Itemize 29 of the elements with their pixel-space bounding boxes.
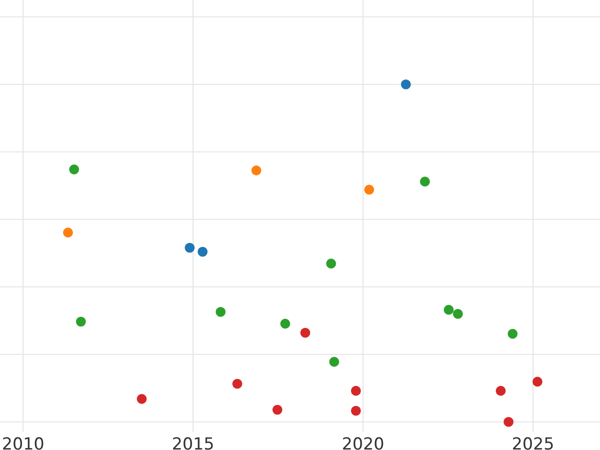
point — [272, 404, 282, 415]
point — [532, 376, 542, 387]
x-tick-label: 2020 — [343, 437, 384, 450]
x-tick-label: 2010 — [3, 437, 44, 450]
point — [496, 386, 506, 396]
point — [444, 304, 454, 315]
point — [400, 79, 411, 90]
point — [280, 318, 290, 329]
point — [329, 356, 340, 367]
point — [76, 316, 86, 327]
point — [351, 386, 361, 396]
point — [136, 394, 147, 404]
point — [452, 308, 463, 319]
point — [198, 246, 208, 257]
point — [326, 258, 336, 268]
point — [351, 406, 361, 416]
point — [184, 242, 195, 253]
point — [251, 166, 262, 176]
x-tick-label: 2015 — [173, 437, 213, 450]
point — [232, 378, 242, 389]
point — [216, 306, 226, 317]
x-tick-label: 2025 — [513, 437, 553, 450]
point — [69, 164, 80, 174]
point — [63, 228, 73, 238]
point — [364, 184, 374, 195]
point — [300, 328, 310, 338]
point — [420, 176, 430, 186]
point — [504, 416, 514, 427]
point — [508, 328, 518, 339]
